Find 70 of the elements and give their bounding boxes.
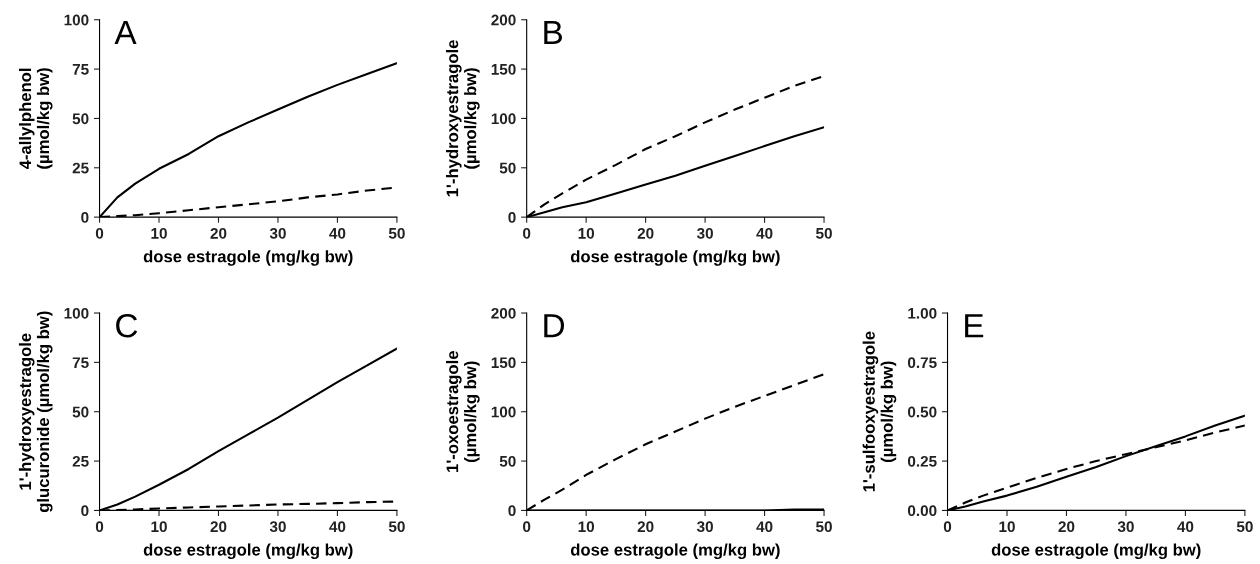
- x-tick-label: 50: [388, 227, 405, 239]
- x-tick-label: 10: [999, 521, 1015, 533]
- x-tick-label: 30: [696, 227, 713, 239]
- x-axis-title: dose estragole (mg/kg bw): [570, 543, 780, 560]
- y-tick-label: 150: [491, 357, 516, 369]
- x-tick-label: 20: [637, 227, 654, 239]
- x-tick-label: 50: [388, 521, 405, 533]
- y-tick-label: 0: [508, 505, 516, 517]
- chart-title: B: [544, 20, 563, 44]
- y-tick-label: 0.75: [907, 357, 937, 369]
- y-tick-label: 0.00: [907, 505, 937, 517]
- y-tick-label: 100: [491, 113, 516, 125]
- y-tick-label: 50: [72, 113, 89, 125]
- y-axis-title: 1'-oxoestragole (µmol/kg bw): [446, 351, 480, 472]
- y-tick-label: 100: [491, 406, 516, 418]
- chart-title: E: [965, 314, 984, 338]
- x-tick-label: 0: [95, 227, 104, 239]
- y-tick-label: 75: [72, 357, 89, 369]
- x-tick-label: 50: [1236, 521, 1253, 533]
- y-tick-label: 0.50: [907, 406, 937, 418]
- y-tick-label: 25: [72, 455, 89, 467]
- y-tick-label: 100: [64, 307, 89, 319]
- x-tick-label: 0: [943, 521, 952, 533]
- y-tick-label: 0.25: [907, 455, 937, 467]
- x-tick-label: 40: [1177, 521, 1194, 533]
- y-tick-label: 0: [81, 212, 89, 223]
- x-tick-label: 0: [95, 521, 104, 533]
- x-tick-label: 0: [523, 521, 531, 533]
- y-tick-label: 0: [508, 212, 516, 223]
- x-tick-label: 10: [151, 521, 167, 533]
- x-tick-label: 40: [756, 227, 773, 239]
- chart-title: C: [116, 313, 138, 338]
- y-tick-label: 0: [81, 505, 89, 517]
- y-tick-label: 25: [72, 162, 89, 174]
- x-tick-label: 0: [523, 227, 531, 239]
- x-axis-title: dose estragole (mg/kg bw): [143, 543, 353, 560]
- y-axis-title: 4-allylphenol (µmol/kg bw): [18, 68, 53, 170]
- x-axis-title: dose estragole (mg/kg bw): [143, 250, 353, 266]
- x-tick-label: 20: [210, 521, 227, 533]
- x-axis-title: dose estragole (mg/kg bw): [570, 250, 780, 266]
- y-axis-title: 1'-hydroxyestragole (µmol/kg bw): [446, 40, 480, 197]
- x-tick-label: 10: [151, 227, 167, 239]
- y-tick-label: 150: [491, 63, 516, 75]
- y-tick-label: 200: [491, 14, 516, 26]
- x-axis-title: dose estragole (mg/kg bw): [991, 543, 1201, 560]
- x-tick-label: 50: [816, 227, 832, 239]
- chart-title: A: [114, 20, 137, 44]
- x-tick-label: 20: [210, 227, 227, 239]
- y-axis-title: 1'-hydroxyestragole glucuronide (µmol/kg bw): [18, 311, 53, 513]
- y-tick-label: 200: [491, 307, 516, 319]
- chart-title: D: [544, 314, 565, 338]
- y-tick-label: 100: [64, 14, 89, 26]
- x-tick-label: 30: [269, 521, 286, 533]
- x-tick-label: 30: [696, 521, 713, 533]
- y-tick-label: 50: [499, 455, 516, 467]
- y-tick-label: 75: [72, 64, 89, 75]
- y-tick-label: 50: [499, 162, 516, 174]
- x-tick-label: 40: [329, 227, 346, 239]
- x-tick-label: 20: [1058, 521, 1075, 533]
- x-tick-label: 20: [637, 521, 654, 533]
- x-tick-label: 10: [578, 227, 595, 239]
- x-tick-label: 30: [1117, 521, 1134, 533]
- x-tick-label: 40: [756, 521, 773, 533]
- x-tick-label: 40: [329, 521, 346, 533]
- x-tick-label: 50: [816, 521, 832, 533]
- x-tick-label: 10: [578, 521, 595, 533]
- y-axis-title: 1'-sulfooxyestragole (µmol/kg bw): [862, 331, 897, 492]
- y-tick-label: 50: [72, 406, 89, 418]
- x-tick-label: 30: [269, 227, 286, 239]
- y-tick-label: 1.00: [908, 307, 937, 319]
